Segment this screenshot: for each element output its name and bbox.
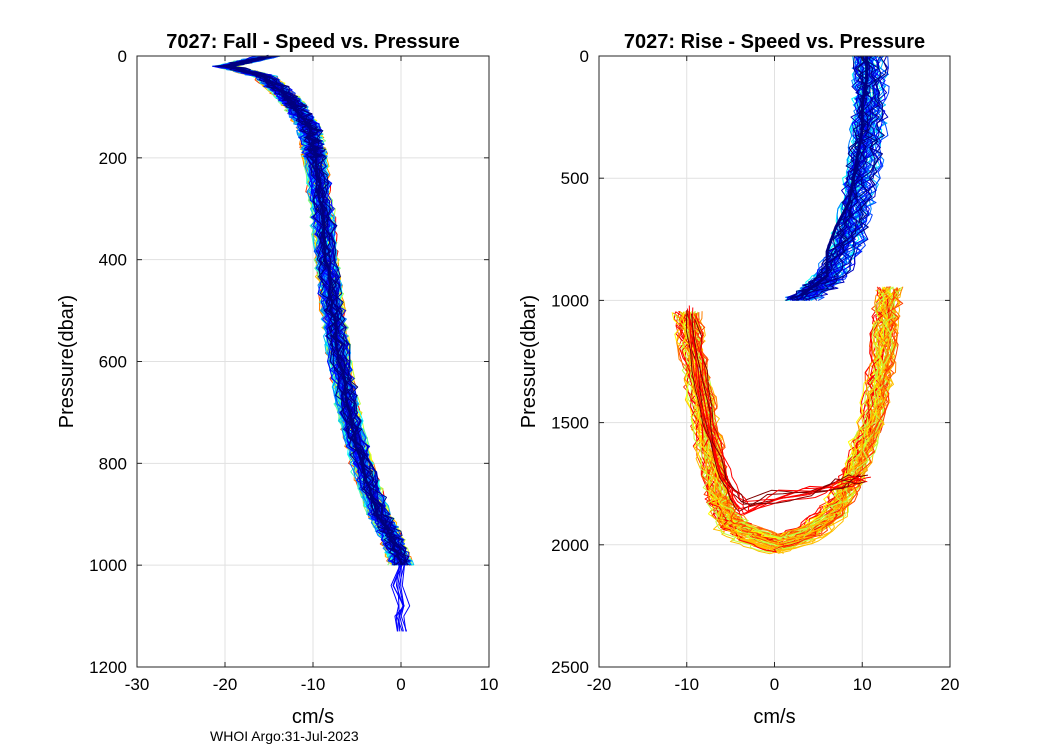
rise-series — [671, 55, 904, 555]
fall-profile-line — [223, 55, 411, 566]
rise-shallow-profile-line — [814, 55, 890, 301]
y-tick-label: 0 — [580, 47, 589, 66]
rise-y-axis-label: Pressure(dbar) — [518, 295, 540, 428]
rise-ticks: -20 -10 0 10 20 0 500 1000 1500 2000 2500 — [551, 47, 959, 694]
fall-x-axis-label: cm/s — [292, 706, 334, 728]
fall-y-axis-label: Pressure(dbar) — [56, 295, 78, 428]
x-tick-label: 0 — [770, 675, 779, 694]
rise-shallow-profile-line — [803, 55, 880, 301]
fall-chart-title: 7027: Fall - Speed vs. Pressure — [166, 31, 460, 53]
rise-chart-title: 7027: Rise - Speed vs. Pressure — [624, 31, 925, 53]
rise-deep-profile-line — [694, 288, 904, 548]
fall-series — [211, 54, 415, 632]
y-tick-label: 1000 — [89, 556, 127, 575]
footer-stamp: WHOI Argo:31-Jul-2023 — [210, 728, 359, 744]
x-tick-label: -10 — [301, 675, 326, 694]
x-tick-label: 20 — [941, 675, 960, 694]
y-tick-label: 400 — [99, 251, 127, 270]
rise-transition-profile-line — [687, 308, 858, 516]
fall-profile-line — [214, 55, 400, 566]
rise-shallow-profile-line — [803, 55, 881, 301]
fall-deep-extension-line — [401, 565, 411, 632]
fall-profile-line — [226, 55, 410, 566]
rise-transition-profile-line — [691, 313, 866, 505]
rise-shallow-profile-line — [813, 55, 889, 301]
y-tick-label: 800 — [99, 454, 127, 473]
fall-deep-extension-line — [392, 565, 405, 632]
y-tick-label: 200 — [99, 149, 127, 168]
x-tick-label: -30 — [125, 675, 150, 694]
rise-x-axis-label: cm/s — [753, 706, 795, 728]
y-tick-label: 500 — [561, 169, 589, 188]
rise-deep-profile-line — [686, 286, 899, 539]
y-tick-label: 1200 — [89, 658, 127, 677]
rise-transition-profile-line — [694, 319, 869, 507]
x-tick-label: 0 — [396, 675, 405, 694]
rise-deep-profile-line — [679, 288, 887, 549]
y-tick-label: 1000 — [551, 291, 589, 310]
rise-deep-profile-line — [689, 287, 890, 545]
fall-deep-extension-line — [397, 565, 402, 632]
fall-latest-profile-line — [224, 54, 403, 566]
x-tick-label: -20 — [213, 675, 238, 694]
rise-transition-profile-line — [695, 315, 871, 512]
y-tick-label: 1500 — [551, 414, 589, 433]
x-tick-label: -10 — [674, 675, 699, 694]
fall-profile-line — [232, 55, 407, 566]
y-tick-label: 600 — [99, 353, 127, 372]
rise-deep-profile-line — [690, 289, 899, 550]
rise-latest-profile-line — [799, 56, 869, 297]
x-tick-label: 10 — [480, 675, 499, 694]
y-tick-label: 0 — [118, 47, 127, 66]
rise-speed-panel: -20 -10 0 10 20 0 500 1000 1500 2000 2500 7027: Ris… — [518, 31, 959, 728]
rise-shallow-profile-line — [802, 55, 882, 301]
rise-deep-profile-line — [682, 286, 894, 539]
x-tick-label: -20 — [587, 675, 612, 694]
y-tick-label: 2500 — [551, 658, 589, 677]
y-tick-label: 2000 — [551, 536, 589, 555]
fall-profile-line — [222, 55, 403, 566]
x-tick-label: 10 — [853, 675, 872, 694]
rise-shallow-profile-line — [785, 55, 868, 301]
fall-deep-extension-line — [398, 565, 405, 632]
rise-shallow-profile-line — [803, 55, 887, 301]
